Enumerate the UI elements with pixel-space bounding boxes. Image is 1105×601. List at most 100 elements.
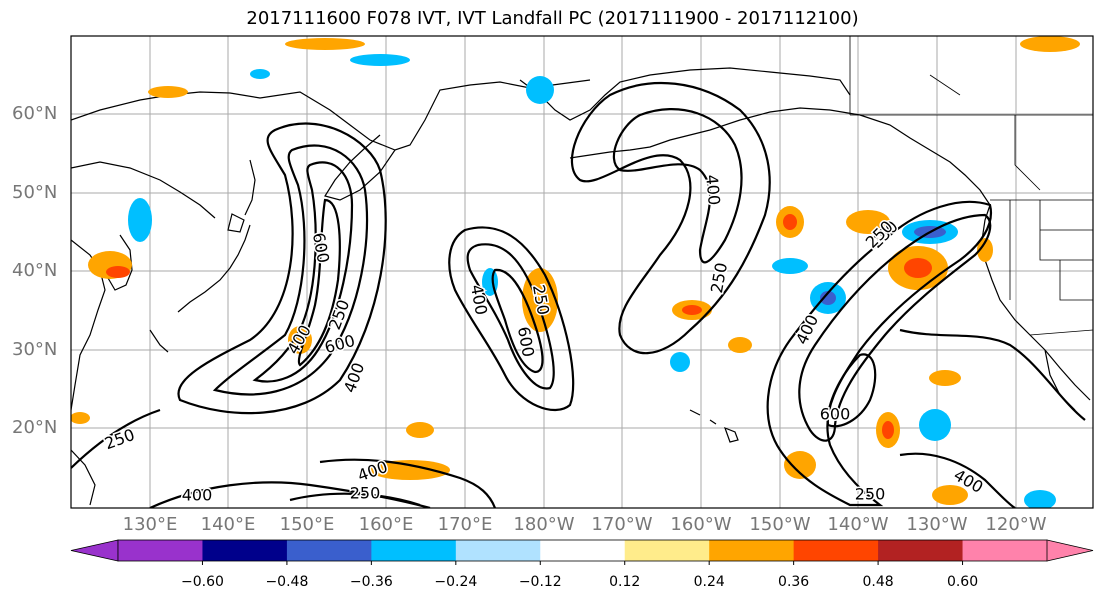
colorbar-segment — [709, 540, 795, 561]
contour-400 — [798, 213, 992, 442]
political-boundaries — [849, 36, 1093, 336]
lon-label: 130°W — [906, 514, 968, 535]
contour-600 — [252, 161, 354, 383]
contour-label: 400 — [702, 174, 724, 206]
border-canada-internal — [929, 74, 1041, 191]
lon-label: 170°E — [437, 514, 493, 535]
shade-pos — [882, 421, 894, 439]
contour-250 — [448, 226, 575, 412]
coast-alaska-south — [709, 107, 991, 206]
contour-600 — [826, 353, 877, 428]
colorbar-segment — [540, 540, 626, 561]
lon-label: 170°W — [591, 514, 653, 535]
colorbar-tick-label: 0.24 — [693, 574, 725, 590]
lon-label: 150°W — [749, 514, 811, 535]
border-us-states — [1009, 200, 1093, 301]
contour-250 — [570, 81, 771, 355]
contour-250 — [319, 458, 497, 508]
map-border — [70, 35, 1094, 509]
colorbar-tick-label: −0.48 — [265, 574, 309, 590]
shade-pos — [977, 238, 993, 262]
lon-label: 160°E — [358, 514, 414, 535]
colorbar-tick-label: −0.36 — [349, 574, 393, 590]
colorbar-border — [117, 539, 1048, 562]
colorbar-segment — [793, 540, 879, 561]
lon-label: 140°W — [827, 514, 889, 535]
colorbar — [70, 539, 1094, 565]
shade-pos — [71, 412, 90, 424]
coast-kamchatka — [324, 134, 396, 201]
contour-1000 — [297, 198, 341, 367]
contour-label: 600 — [323, 331, 357, 357]
contour-250 — [766, 200, 993, 507]
shade-neg — [350, 54, 410, 66]
colorbar-tick-label: 0.60 — [946, 574, 979, 590]
coast-hawaii — [689, 409, 739, 443]
colorbar-tick-label: −0.12 — [518, 574, 562, 590]
shade-neg — [1024, 490, 1056, 508]
lat-label: 40°N — [12, 260, 58, 281]
shade-neg — [772, 258, 808, 274]
shade-neg — [820, 291, 836, 305]
shade-pos — [1020, 36, 1080, 52]
coast-aleutians — [569, 129, 711, 159]
shade-pos — [904, 258, 932, 278]
shade-neg — [919, 409, 951, 441]
contour-400 — [612, 108, 743, 264]
shade-pos — [783, 214, 797, 230]
lat-label: 20°N — [12, 417, 58, 438]
coast-korea — [107, 234, 133, 291]
contour-250 — [177, 122, 387, 415]
contour-400 — [289, 492, 421, 507]
colorbar-segment — [286, 540, 372, 561]
colorbar-segment — [455, 540, 541, 561]
shade-pos — [406, 422, 434, 438]
shade-pos — [148, 86, 188, 98]
shade-pos — [728, 337, 752, 353]
colorbar-segment — [962, 540, 1048, 561]
contour-label: 400 — [182, 486, 213, 505]
shade-neg — [128, 198, 152, 242]
lon-label: 130°E — [122, 514, 178, 535]
colorbar-extend-low — [70, 539, 119, 562]
shade-pos — [106, 266, 130, 278]
shade-pos — [682, 305, 702, 315]
lat-label: 30°N — [12, 339, 58, 360]
contour-label: 600 — [820, 405, 851, 424]
colorbar-extend-high — [1046, 539, 1094, 562]
colorbar-tick-label: −0.24 — [434, 574, 478, 590]
lon-label: 180°W — [513, 514, 575, 535]
contour-label: 250 — [350, 484, 381, 503]
contour-400 — [212, 144, 368, 396]
colorbar-segment — [202, 540, 288, 561]
contour-250 — [899, 328, 1086, 421]
colorbar-tick-label: 0.48 — [862, 574, 894, 590]
coast-hokkaido — [227, 213, 245, 233]
lat-label: 60°N — [12, 103, 58, 124]
shade-neg — [670, 352, 690, 372]
lon-label: 140°E — [200, 514, 256, 535]
shade-neg — [526, 76, 554, 104]
coast-japan — [177, 224, 251, 313]
ivt-contours — [71, 81, 1086, 508]
shade-pos — [932, 485, 968, 505]
shade-pos — [846, 210, 890, 234]
shade-pos — [370, 460, 450, 480]
contour-400 — [466, 243, 555, 390]
contour-label: 600 — [514, 325, 538, 358]
colorbar-segment — [878, 540, 964, 561]
shade-neg — [250, 69, 270, 79]
contour-400 — [899, 452, 1016, 508]
pc-shading — [71, 36, 1080, 508]
shade-pos — [285, 38, 365, 50]
colorbar-segment — [118, 540, 203, 561]
border-us-mexico — [1029, 329, 1093, 336]
lon-label: 160°W — [670, 514, 732, 535]
shade-pos — [929, 370, 961, 386]
shade-pos — [784, 451, 816, 479]
contour-250 — [71, 408, 161, 469]
colorbar-segment — [371, 540, 457, 561]
colorbar-tick-label: −0.60 — [181, 574, 224, 590]
contour-label: 250 — [855, 485, 886, 504]
coast-ryukyu — [149, 329, 169, 353]
